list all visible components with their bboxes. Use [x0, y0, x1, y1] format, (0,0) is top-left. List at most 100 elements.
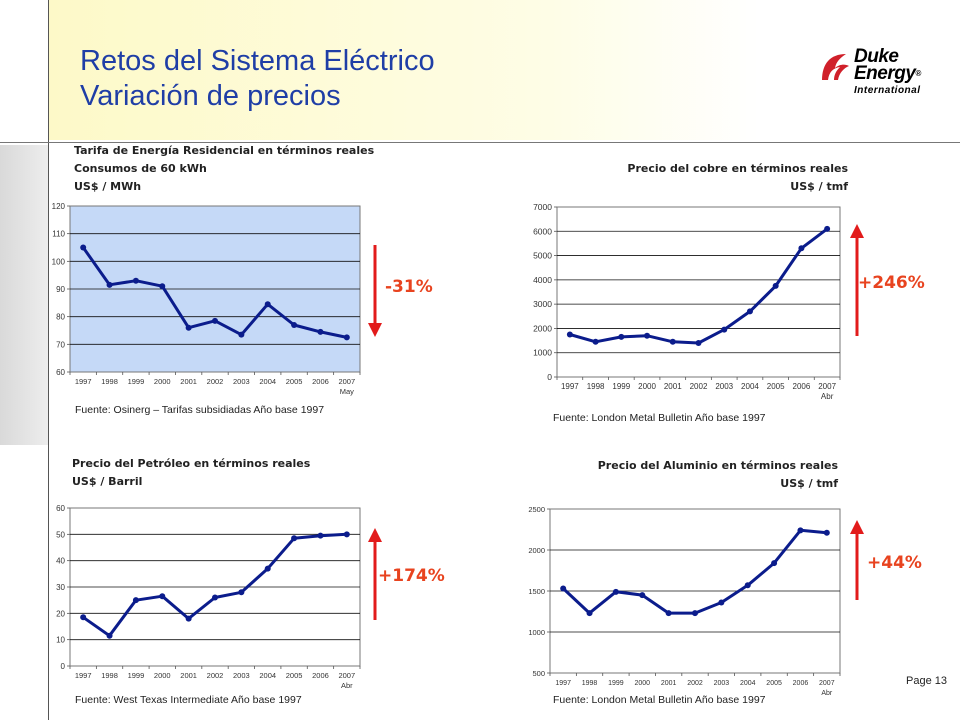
oil-x-tick-label: 2004 — [259, 671, 276, 680]
aluminum-data-point — [612, 588, 619, 595]
residential-x-tick-label: 2007 — [338, 377, 355, 386]
residential-data-point — [343, 334, 350, 341]
oil-y-tick-label: 30 — [56, 583, 65, 592]
oil-x-tick-label: 2003 — [233, 671, 250, 680]
oil-y-tick-label: 50 — [56, 530, 65, 539]
oil-x-tick-label: 2000 — [154, 671, 171, 680]
header-band — [48, 0, 960, 140]
oil-y-tick-label: 40 — [56, 557, 65, 566]
oil-y-tick-label: 20 — [56, 609, 65, 618]
aluminum-data-point — [771, 560, 778, 567]
aluminum-y-tick-label: 1500 — [528, 587, 545, 596]
slide-title-line2: Variación de precios — [80, 80, 341, 112]
aluminum-data-point — [718, 599, 725, 606]
residential-y-tick-label: 80 — [56, 313, 65, 322]
aluminum-x-tick-label: 1999 — [608, 680, 624, 687]
aluminum-price-chart: 500 1000 1500 2000 2500 1997 1998 1999 2000 2001 2… — [528, 505, 841, 697]
copper-price-chart: 0 1000 2000 3000 4000 5000 6000 7000 1997 1998 199… — [533, 202, 841, 401]
residential-change-label: -31% — [385, 277, 433, 297]
residential-title-line2: Consumos de 60 kWh — [74, 162, 207, 175]
copper-x-tick-label: 1997 — [561, 382, 579, 391]
aluminum-x-tick-label: 2003 — [714, 680, 730, 687]
oil-source: Fuente: West Texas Intermediate Año base… — [75, 694, 302, 706]
copper-x-tick-label: 1998 — [587, 382, 605, 391]
copper-x-tick-label: 2006 — [793, 382, 811, 391]
residential-y-tick-label: 60 — [56, 368, 65, 377]
aluminum-data-point — [560, 585, 567, 592]
aluminum-data-point — [665, 610, 672, 617]
copper-data-point — [772, 282, 779, 289]
residential-x-tick-label: 2005 — [286, 377, 303, 386]
oil-x-tick-label: 2005 — [286, 671, 303, 680]
oil-y-tick-label: 10 — [56, 636, 65, 645]
oil-x-tick-label: 2006 — [312, 671, 329, 680]
residential-x-tick-label: 2001 — [180, 377, 197, 386]
copper-data-point — [824, 225, 831, 232]
copper-chart-title: Precio del cobre en términos reales US$ … — [560, 160, 848, 196]
aluminum-x-tick-label: 1998 — [582, 680, 598, 687]
aluminum-data-point — [586, 610, 593, 617]
residential-data-point — [238, 331, 245, 338]
oil-data-point — [264, 565, 271, 572]
slide-title: Retos del Sistema Eléctrico Variación de… — [80, 44, 435, 114]
copper-y-tick-label: 2000 — [533, 323, 552, 333]
aluminum-x-tick-label: 1997 — [555, 680, 571, 687]
aluminum-x-tick-label: 2001 — [661, 680, 677, 687]
aluminum-y-tick-label: 500 — [532, 669, 545, 678]
copper-data-point — [592, 338, 599, 345]
residential-y-tick-label: 70 — [56, 340, 65, 349]
registered-mark: ® — [915, 69, 921, 78]
copper-x-tick-label: 2000 — [638, 382, 656, 391]
aluminum-x-tick-label: 2006 — [793, 680, 809, 687]
copper-source: Fuente: London Metal Bulletin Año base 1… — [553, 412, 766, 424]
aluminum-x-tick-label: 2004 — [740, 680, 756, 687]
residential-chart-title: Tarifa de Energía Residencial en término… — [74, 142, 374, 196]
copper-x-tick-label: 2007 — [818, 382, 836, 391]
aluminum-y-tick-label: 2500 — [528, 505, 545, 514]
logo-word-energy: Energy — [854, 63, 916, 84]
oil-data-point — [132, 597, 139, 604]
aluminum-title-line2: US$ / tmf — [780, 477, 838, 490]
copper-data-point — [618, 333, 625, 340]
residential-x-tick-label: 2003 — [233, 377, 250, 386]
aluminum-data-point — [744, 582, 751, 589]
horizontal-rule — [0, 142, 960, 143]
up-arrow-icon — [368, 528, 382, 620]
residential-title-line1: Tarifa de Energía Residencial en término… — [74, 144, 375, 157]
oil-data-point — [212, 594, 218, 601]
residential-x-tick-label: 1998 — [101, 377, 118, 386]
copper-x-tick-label: 2002 — [690, 382, 708, 391]
aluminum-x-tick-label: 2000 — [634, 680, 650, 687]
oil-x-tick-label: 1999 — [128, 671, 145, 680]
copper-x-tick-label: 2004 — [741, 382, 759, 391]
aluminum-change-label: +44% — [867, 553, 922, 573]
copper-y-tick-label: 6000 — [533, 226, 552, 236]
duke-energy-flame-icon — [822, 54, 849, 80]
copper-data-point — [566, 331, 573, 338]
residential-y-tick-label: 90 — [56, 285, 65, 294]
copper-y-tick-label: 5000 — [533, 251, 552, 261]
aluminum-source: Fuente: London Metal Bulletin Año base 1… — [553, 694, 766, 706]
vertical-rule — [48, 0, 49, 720]
aluminum-data-point — [797, 527, 804, 534]
up-arrow-icon — [850, 224, 864, 336]
oil-data-point — [80, 614, 87, 621]
residential-y-tick-label: 120 — [52, 202, 66, 211]
aluminum-x-tick-sublabel: Abr — [821, 690, 833, 697]
residential-x-tick-label: 2006 — [312, 377, 329, 386]
oil-data-point — [159, 593, 166, 600]
residential-x-tick-label: 2002 — [207, 377, 224, 386]
copper-data-point — [721, 326, 728, 333]
oil-x-tick-label: 2001 — [180, 671, 197, 680]
copper-change-label: +246% — [858, 273, 925, 293]
aluminum-title-line1: Precio del Aluminio en términos reales — [597, 459, 838, 472]
residential-title-line3: US$ / MWh — [74, 180, 142, 193]
duke-energy-logo: Duke Energy® International — [818, 47, 938, 100]
residential-data-point — [317, 328, 324, 335]
aluminum-data-point — [639, 592, 646, 599]
residential-x-tick-label: 2004 — [259, 377, 276, 386]
copper-y-tick-label: 0 — [547, 372, 552, 382]
copper-title-line1: Precio del cobre en términos reales — [627, 162, 848, 175]
aluminum-data-point — [823, 529, 830, 536]
residential-data-point — [291, 321, 298, 328]
